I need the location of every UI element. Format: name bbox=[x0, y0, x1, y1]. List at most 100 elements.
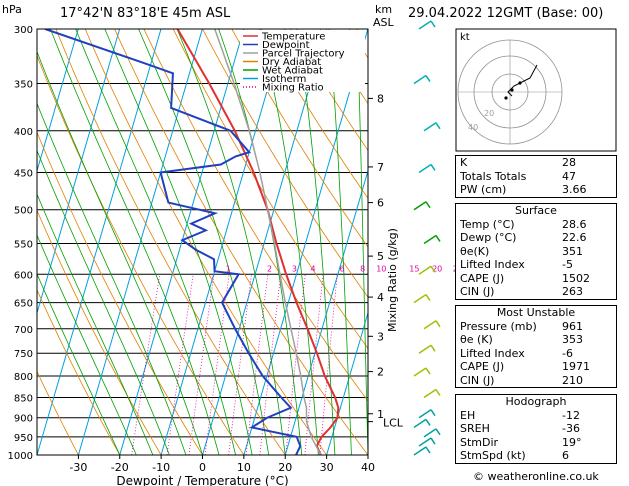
km-tick-label: 2 bbox=[377, 366, 384, 379]
wind-barb-flag bbox=[430, 20, 436, 28]
surface-label: θe(K) bbox=[460, 244, 490, 258]
pressure-tick-label: 850 bbox=[14, 393, 33, 404]
wind-barb bbox=[413, 293, 427, 304]
km-tick-label: 5 bbox=[377, 250, 384, 263]
hodograph-row: StmDir 19° bbox=[456, 436, 616, 450]
wind-barb-flag bbox=[425, 75, 431, 82]
dry-adiabat-line bbox=[37, 54, 245, 455]
dry-adiabat-line bbox=[231, 29, 368, 248]
wind-barb-flag bbox=[430, 344, 436, 352]
wet-adiabat-line bbox=[50, 29, 220, 455]
surface-value: 22.6 bbox=[562, 231, 587, 244]
hodograph-row: StmSpd (kt) 6 bbox=[456, 449, 616, 463]
pressure-tick-label: 600 bbox=[14, 270, 33, 281]
legend-label: Dewpoint bbox=[262, 40, 310, 51]
most-unstable-row: CIN (J) 210 bbox=[456, 374, 616, 388]
wind-barb bbox=[418, 437, 432, 447]
wet-adiabat-line bbox=[328, 29, 352, 455]
km-tick-label: 7 bbox=[377, 161, 384, 174]
isotherm-line bbox=[202, 29, 327, 455]
surface-value: 1502 bbox=[562, 271, 590, 285]
dry-adiabat-line bbox=[114, 29, 368, 455]
most-unstable-label: θe (K) bbox=[460, 333, 493, 346]
wind-barb-flag bbox=[430, 164, 436, 171]
index-row: PW (cm) 3.66 bbox=[456, 183, 616, 197]
x-tick-label: 10 bbox=[237, 461, 251, 474]
wind-barb-flag bbox=[425, 294, 431, 301]
pressure-tick-label: 350 bbox=[14, 80, 33, 91]
wind-barb-flag bbox=[435, 235, 441, 242]
index-row: K 28 bbox=[456, 156, 616, 170]
wind-barb-flag bbox=[430, 437, 436, 445]
surface-label: Lifted Index bbox=[460, 258, 525, 271]
dry-adiabat-line bbox=[172, 29, 368, 350]
wind-barb-flag bbox=[425, 446, 431, 454]
hodograph-point bbox=[510, 88, 514, 92]
wind-barb bbox=[418, 265, 432, 275]
most-unstable-label: Lifted Index bbox=[460, 346, 525, 360]
most-unstable-value: 210 bbox=[562, 373, 583, 387]
most-unstable-row: θe (K) 353 bbox=[456, 333, 616, 347]
wind-barb-flag bbox=[435, 389, 441, 396]
pressure-tick-label: 400 bbox=[14, 127, 33, 138]
pressure-tick-label: 800 bbox=[14, 372, 33, 383]
hodograph-row: EH -12 bbox=[456, 409, 616, 423]
series-parcel-trajectory bbox=[214, 29, 322, 455]
km-tick-label: 3 bbox=[377, 330, 384, 343]
legend-label: Dry Adiabat bbox=[262, 57, 321, 68]
wind-barb bbox=[418, 20, 432, 30]
surface-label: CAPE (J) bbox=[460, 271, 505, 285]
most-unstable-row: CAPE (J) 1971 bbox=[456, 360, 616, 374]
wet-adiabat-line bbox=[296, 29, 336, 455]
x-tick-label: -30 bbox=[69, 461, 87, 474]
surface-label: Dewp (°C) bbox=[460, 231, 517, 244]
surface-value: 351 bbox=[562, 244, 583, 258]
legend-label: Parcel Trajectory bbox=[262, 49, 345, 60]
isotherm-line bbox=[160, 29, 286, 455]
pressure-tick-label: 500 bbox=[14, 206, 33, 217]
legend-background bbox=[240, 30, 365, 92]
surface-value: -5 bbox=[562, 258, 573, 271]
index-value: 28 bbox=[562, 156, 576, 169]
hodograph-row: SREH -36 bbox=[456, 422, 616, 436]
km-tick-label: 8 bbox=[377, 92, 384, 105]
wet-adiabat-line bbox=[104, 29, 253, 455]
legend-label: Mixing Ratio bbox=[262, 83, 324, 94]
hodograph-point bbox=[518, 81, 522, 85]
location-title: 17°42'N 83°18'E 45m ASL bbox=[60, 6, 231, 21]
index-label: PW (cm) bbox=[460, 183, 507, 196]
wet-adiabat-line bbox=[37, 102, 187, 455]
hodograph-label: EH bbox=[460, 408, 476, 422]
dry-adiabat-line bbox=[143, 29, 368, 402]
isotherm-line bbox=[326, 311, 368, 455]
pressure-tick-label: 700 bbox=[14, 325, 33, 336]
mixing-ratio-label: 1 bbox=[226, 264, 231, 273]
x-tick-label: 30 bbox=[320, 461, 334, 474]
wind-barb bbox=[423, 122, 437, 132]
x-axis-label: Dewpoint / Temperature (°C) bbox=[116, 474, 288, 486]
dry-adiabat-line bbox=[37, 209, 162, 455]
pressure-unit: hPa bbox=[2, 3, 22, 16]
x-tick-label: -20 bbox=[111, 461, 129, 474]
most-unstable-row: Pressure (mb) 961 bbox=[456, 320, 616, 334]
pressure-tick-label: 550 bbox=[14, 239, 33, 250]
wet-adiabat-line bbox=[37, 149, 170, 455]
surface-row: CIN (J) 263 bbox=[456, 285, 616, 299]
height-unit: km bbox=[375, 3, 393, 16]
wet-adiabat-line bbox=[259, 29, 319, 455]
most-unstable-label: Pressure (mb) bbox=[460, 319, 537, 333]
series-temperature bbox=[176, 29, 340, 455]
wind-barb bbox=[418, 344, 432, 354]
dry-adiabat-line bbox=[55, 29, 286, 455]
wind-barb bbox=[423, 388, 437, 399]
mixing-ratio-line bbox=[131, 274, 161, 455]
surface-row: Dewp (°C) 22.6 bbox=[456, 231, 616, 245]
wind-barb-flag bbox=[430, 409, 436, 417]
index-label: K bbox=[460, 156, 468, 169]
pressure-tick-label: 300 bbox=[14, 25, 33, 36]
mixing-ratio-line bbox=[166, 274, 194, 455]
wind-barb bbox=[423, 428, 437, 438]
km-tick-label: 1 bbox=[377, 408, 384, 421]
mixing-ratio-label: 3 bbox=[292, 264, 297, 273]
